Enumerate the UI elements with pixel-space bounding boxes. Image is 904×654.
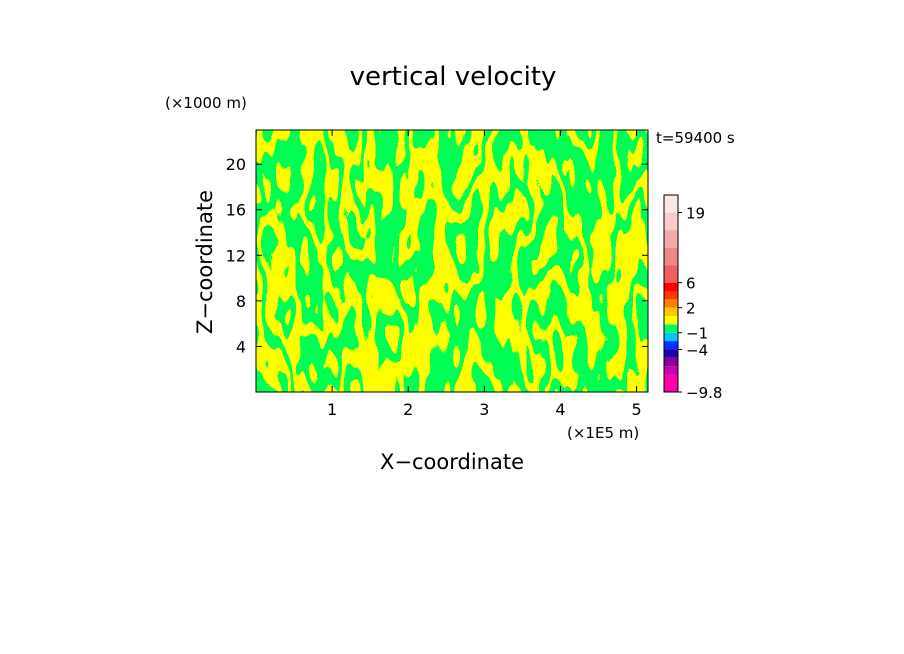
colorbar-label: −1 [686, 325, 708, 343]
x-axis: 1 2 3 4 5 [327, 130, 642, 419]
colorbar-level [664, 290, 678, 300]
colorbar-level [664, 374, 678, 392]
colorbar-level [664, 341, 678, 350]
colorbar-level [664, 366, 678, 375]
y-tick-label: 12 [226, 246, 246, 265]
colorbar-label: −4 [686, 341, 708, 359]
x-tick-label: 5 [631, 400, 641, 419]
colorbar-level [664, 212, 678, 231]
x-unit-label: (×1E5 m) [567, 424, 639, 442]
colorbar-frame [663, 194, 679, 393]
colorbar-label: 6 [686, 275, 696, 293]
colorbar-label: 2 [686, 300, 696, 318]
colorbar-level [664, 247, 678, 266]
colorbar-level [664, 357, 678, 367]
y-unit-label: (×1000 m) [165, 94, 247, 112]
plot-frame [255, 129, 649, 393]
colorbar-level [664, 195, 678, 213]
colorbar-label: −9.8 [686, 384, 722, 402]
x-tick-label: 2 [403, 400, 413, 419]
y-axis: 4 8 12 16 20 [226, 155, 648, 356]
colorbar-level [664, 265, 678, 283]
y-axis-title: Z−coordinate [193, 190, 217, 334]
x-tick-label: 3 [479, 400, 489, 419]
time-label: t=59400 s [656, 129, 735, 147]
chart-title: vertical velocity [350, 62, 557, 92]
colorbar-level [664, 324, 678, 333]
colorbar-level [664, 282, 678, 291]
colorbar-label: 19 [686, 205, 705, 223]
colorbar-level [664, 316, 678, 325]
y-tick-label: 4 [236, 337, 246, 356]
colorbar-level [664, 332, 678, 342]
y-tick-label: 8 [236, 292, 246, 311]
velocity-field [256, 130, 648, 392]
y-tick-label: 16 [226, 201, 246, 220]
colorbar: 19 6 2 −1−4 −9.8 [663, 194, 722, 402]
x-tick-label: 1 [327, 400, 337, 419]
colorbar-level [664, 307, 678, 317]
plot-area [255, 129, 649, 393]
colorbar-level [664, 349, 678, 358]
x-tick-label: 4 [555, 400, 565, 419]
x-axis-title: X−coordinate [380, 450, 524, 474]
y-tick-label: 20 [226, 155, 246, 174]
colorbar-level [664, 299, 678, 308]
colorbar-level [664, 230, 678, 248]
